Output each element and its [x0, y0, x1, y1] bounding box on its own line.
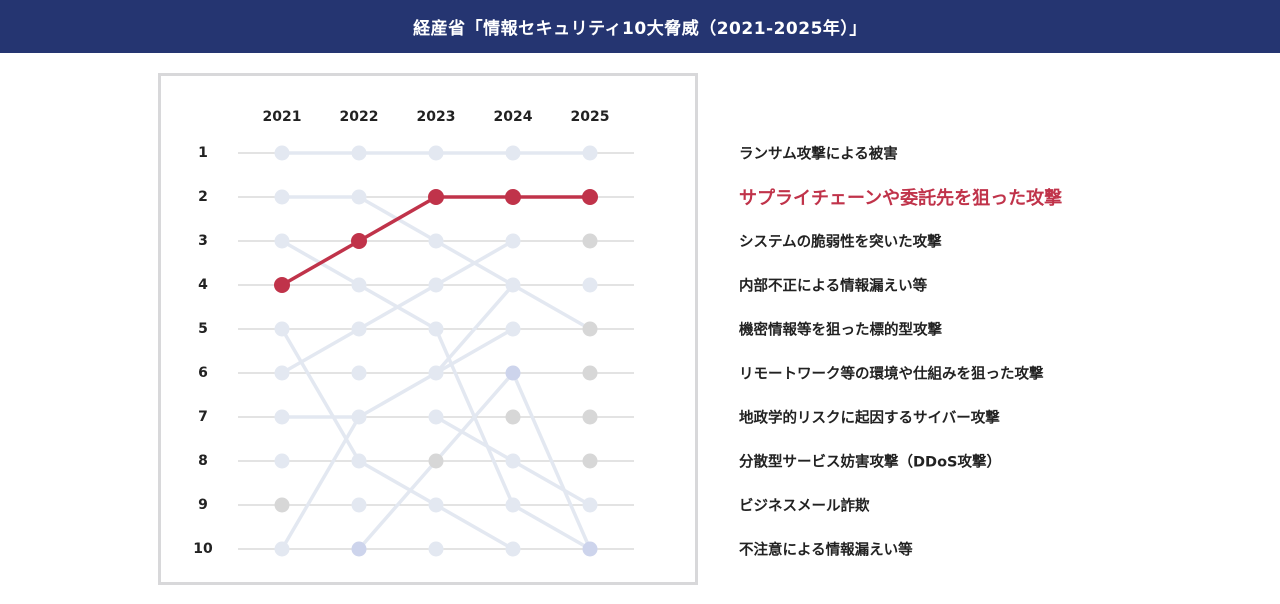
rank-dot — [274, 497, 290, 513]
background-path-line — [434, 415, 515, 463]
threat-item: システムの脆弱性を突いた攻撃 — [739, 234, 942, 251]
threat-list: ランサム攻撃による被害サプライチェーンや委託先を狙った攻撃システムの脆弱性を突い… — [739, 0, 1259, 604]
rank-dot — [274, 541, 290, 557]
year-label: 2025 — [571, 109, 610, 125]
page-title-text: 経産省「情報セキュリティ10大脅威（2021-2025年）」 — [413, 19, 867, 39]
rank-dot — [351, 145, 367, 161]
rank-dot — [582, 321, 598, 337]
background-path-line — [357, 459, 438, 551]
rank-label: 4 — [198, 277, 208, 293]
rank-dot — [505, 497, 521, 513]
year-label: 2023 — [417, 109, 456, 125]
rank-dot — [505, 365, 521, 381]
threat-item: ランサム攻撃による被害 — [739, 146, 898, 163]
rank-label: 5 — [198, 321, 208, 337]
rank-dot — [428, 321, 444, 337]
highlight-series-line — [357, 195, 438, 243]
background-path-line — [434, 503, 515, 551]
year-label: 2024 — [494, 109, 533, 125]
chart-frame: 1 2 3 4 5 6 7 8 9 10 2021 2022 2023 2024 2025 — [158, 73, 698, 585]
background-path-line — [434, 239, 515, 287]
threat-item-highlight: サプライチェーンや委託先を狙った攻撃 — [739, 188, 1063, 209]
background-path-line — [434, 327, 515, 375]
rank-dot — [351, 277, 367, 293]
background-path-line — [511, 371, 592, 551]
rank-label: 1 — [198, 145, 208, 161]
rank-dot — [274, 453, 290, 469]
rank-dot — [582, 277, 598, 293]
rank-dot — [505, 233, 521, 249]
bump-chart: 1 2 3 4 5 6 7 8 9 10 2021 2022 2023 2024 2025 — [193, 109, 634, 557]
rank-label: 6 — [198, 365, 208, 381]
background-path-line — [357, 371, 438, 419]
background-path-line — [357, 459, 438, 507]
highlight-rank-dot — [505, 189, 521, 205]
rank-dot — [505, 453, 521, 469]
rank-dot — [274, 145, 290, 161]
rank-dot — [351, 189, 367, 205]
rank-dot — [582, 541, 598, 557]
rank-dot — [274, 409, 290, 425]
highlight-rank-dot — [274, 277, 290, 293]
background-path-line — [434, 283, 515, 375]
threat-item: 内部不正による情報漏えい等 — [739, 278, 928, 295]
rank-label: 7 — [198, 409, 208, 425]
rank-dot — [428, 453, 444, 469]
page-title: 経産省「情報セキュリティ10大脅威（2021-2025年）」 — [0, 0, 1280, 53]
rank-dot — [505, 321, 521, 337]
rank-dot — [428, 233, 444, 249]
rank-dot — [428, 409, 444, 425]
threat-item: 不注意による情報漏えい等 — [739, 542, 913, 559]
background-path-line — [280, 327, 361, 375]
rank-dot — [428, 541, 444, 557]
threat-item: 地政学的リスクに起因するサイバー攻撃 — [739, 410, 1000, 427]
background-path-line — [511, 459, 592, 507]
rank-label: 10 — [193, 541, 213, 557]
rank-dot — [582, 365, 598, 381]
highlight-series-line — [280, 239, 361, 287]
rank-dot — [505, 277, 521, 293]
rank-dot — [582, 145, 598, 161]
background-path-line — [434, 371, 515, 463]
rank-dot — [505, 541, 521, 557]
year-label: 2021 — [263, 109, 302, 125]
rank-dot — [428, 497, 444, 513]
rank-label: 9 — [198, 497, 208, 513]
rank-dot — [582, 453, 598, 469]
threat-item: リモートワーク等の環境や仕組みを狙った攻撃 — [739, 366, 1044, 383]
rank-label: 8 — [198, 453, 208, 469]
rank-dot — [274, 321, 290, 337]
rank-dot — [351, 453, 367, 469]
rank-dot — [428, 365, 444, 381]
rank-dot — [505, 145, 521, 161]
rank-dot — [505, 409, 521, 425]
rank-dot — [428, 145, 444, 161]
background-path-line — [511, 283, 592, 331]
background-path-line — [511, 503, 592, 551]
background-path-line — [357, 283, 438, 331]
rank-dot — [351, 409, 367, 425]
rank-label: 3 — [198, 233, 208, 249]
threat-item: ビジネスメール詐欺 — [739, 498, 870, 515]
rank-dot — [582, 409, 598, 425]
background-path-line — [280, 415, 361, 551]
threat-item: 分散型サービス妨害攻撃（DDoS攻撃） — [739, 454, 1001, 471]
rank-dot — [351, 365, 367, 381]
rank-dot — [274, 233, 290, 249]
highlight-rank-dot — [351, 233, 367, 249]
rank-dot — [274, 365, 290, 381]
rank-dot — [274, 189, 290, 205]
rank-dot — [351, 497, 367, 513]
background-path-line — [280, 327, 361, 463]
rank-dot — [351, 321, 367, 337]
highlight-rank-dot — [428, 189, 444, 205]
highlight-rank-dot — [582, 189, 598, 205]
rank-dot — [351, 541, 367, 557]
rank-dot — [582, 497, 598, 513]
year-label: 2022 — [340, 109, 379, 125]
rank-dot — [582, 233, 598, 249]
rank-dot — [428, 277, 444, 293]
rank-label: 2 — [198, 189, 208, 205]
threat-item: 機密情報等を狙った標的型攻撃 — [739, 322, 942, 339]
